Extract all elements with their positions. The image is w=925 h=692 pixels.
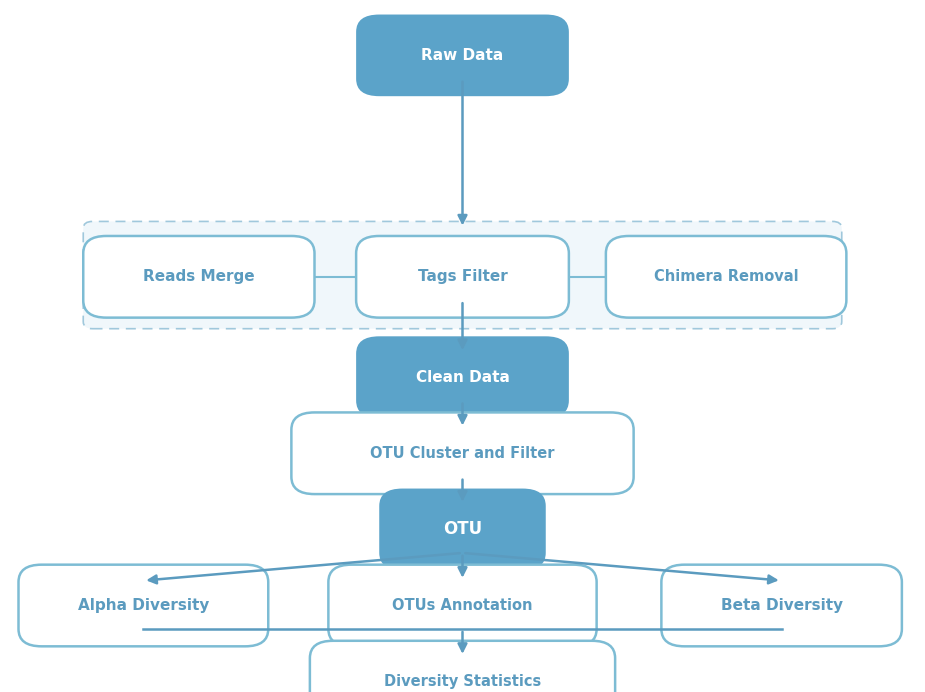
Text: Tags Filter: Tags Filter xyxy=(417,269,508,284)
FancyBboxPatch shape xyxy=(310,641,615,692)
Text: OTU Cluster and Filter: OTU Cluster and Filter xyxy=(370,446,555,461)
FancyBboxPatch shape xyxy=(356,15,569,96)
FancyBboxPatch shape xyxy=(661,565,902,646)
Text: OTUs Annotation: OTUs Annotation xyxy=(392,598,533,613)
Text: Diversity Statistics: Diversity Statistics xyxy=(384,674,541,689)
FancyBboxPatch shape xyxy=(291,412,634,494)
Text: Clean Data: Clean Data xyxy=(415,370,510,385)
FancyBboxPatch shape xyxy=(379,489,546,570)
FancyBboxPatch shape xyxy=(18,565,268,646)
FancyBboxPatch shape xyxy=(606,236,846,318)
FancyBboxPatch shape xyxy=(328,565,597,646)
Text: Beta Diversity: Beta Diversity xyxy=(721,598,843,613)
Text: OTU: OTU xyxy=(443,520,482,538)
Text: Raw Data: Raw Data xyxy=(422,48,503,63)
FancyBboxPatch shape xyxy=(83,221,842,329)
FancyBboxPatch shape xyxy=(83,236,314,318)
FancyBboxPatch shape xyxy=(356,336,569,418)
Text: Reads Merge: Reads Merge xyxy=(143,269,254,284)
Text: Alpha Diversity: Alpha Diversity xyxy=(78,598,209,613)
FancyBboxPatch shape xyxy=(356,236,569,318)
Text: Chimera Removal: Chimera Removal xyxy=(654,269,798,284)
